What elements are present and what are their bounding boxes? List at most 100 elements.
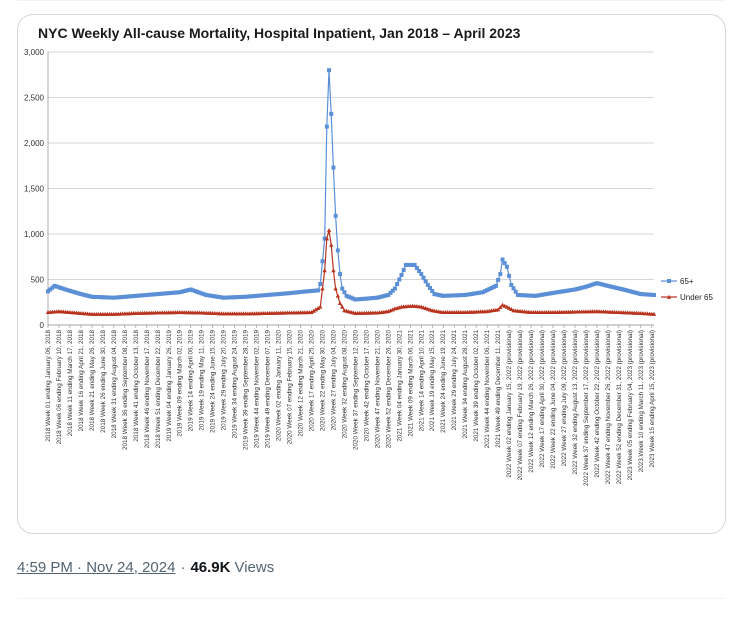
x-tick-label: 2018 Week 46 ending November 17, 2018 [144, 330, 151, 449]
data-point [302, 289, 307, 294]
data-point [311, 288, 316, 293]
data-point [245, 294, 250, 299]
data-point [250, 294, 255, 299]
data-point [572, 287, 577, 292]
data-point [652, 292, 656, 297]
data-point [384, 293, 389, 298]
data-point [305, 289, 310, 294]
data-point [465, 292, 470, 297]
data-point [138, 293, 143, 298]
data-point [625, 288, 630, 293]
data-point [597, 281, 602, 286]
data-point [544, 292, 549, 297]
tweet-timestamp-link[interactable]: 4:59 PM · Nov 24, 2024 [17, 558, 176, 576]
data-point [515, 292, 520, 297]
data-point [298, 290, 303, 295]
data-point [478, 290, 483, 295]
data-point [111, 295, 116, 300]
data-point [50, 285, 55, 290]
data-point [186, 288, 191, 293]
data-point [67, 288, 72, 293]
data-point [179, 289, 184, 294]
data-point [557, 289, 562, 294]
data-point [480, 290, 485, 295]
data-point [588, 283, 593, 288]
data-point [506, 305, 512, 310]
data-point [419, 272, 424, 277]
data-point [83, 293, 88, 298]
data-point [504, 264, 509, 269]
data-point [149, 292, 154, 297]
x-tick-label: 2022 Week 17 ending April 30, 2022 (prov… [539, 330, 546, 467]
x-tick-label: 2022 Week 22 ending June 04, 2022 (provi… [550, 330, 557, 469]
data-point [535, 293, 540, 298]
x-tick-label: 2020 Week 42 ending October 17, 2020 [363, 330, 370, 442]
data-point [421, 275, 426, 280]
x-tick-label: 2020 Week 02 ending January 11, 2020 [276, 330, 283, 442]
data-point [447, 293, 452, 298]
x-tick-label: 2021 Week 34 ending August 28, 2021 [462, 330, 469, 439]
data-point [546, 291, 551, 296]
x-tick-label: 2021 Week 39 ending October 02, 2021 [473, 330, 480, 442]
data-point [509, 282, 514, 287]
data-point [243, 294, 248, 299]
data-point [559, 289, 564, 294]
data-point [144, 292, 149, 297]
data-point [265, 292, 270, 297]
x-tick-label: 2022 Week 27 ending July 09, 2022 (provi… [561, 330, 568, 466]
data-point [344, 293, 349, 298]
data-point [85, 293, 90, 298]
data-point [228, 295, 233, 300]
data-point [166, 291, 171, 296]
data-point [412, 262, 417, 267]
x-tick-label: 2018 Week 06 ending February 10, 2018 [56, 330, 63, 445]
data-point [219, 295, 224, 300]
data-point [78, 292, 83, 297]
x-tick-label: 2021 Week 24 ending June 19, 2021 [440, 330, 447, 433]
x-tick-label: 2020 Week 52 ending December 26, 2020 [385, 330, 392, 449]
data-point [232, 295, 237, 300]
data-point [366, 296, 371, 301]
data-point [566, 288, 571, 293]
data-point [410, 262, 415, 267]
x-tick-label: 2020 Week 17 ending April 25, 2020 [308, 330, 315, 432]
data-point [463, 292, 468, 297]
data-point [337, 300, 343, 305]
chart-series [45, 68, 657, 316]
data-point [184, 288, 189, 293]
data-point [92, 294, 97, 299]
data-point [353, 297, 358, 302]
data-point [594, 281, 599, 286]
y-tick-label: 2,500 [24, 94, 45, 103]
x-tick-label: 2018 Week 31 ending August 04, 2018 [111, 330, 118, 439]
x-tick-label: 2022 Week 32 ending August 13, 2022 (pro… [572, 330, 579, 474]
x-tick-label: 2019 Week 19 ending May 11, 2019 [199, 330, 206, 431]
data-point [177, 290, 182, 295]
data-point [458, 293, 463, 298]
data-point [432, 292, 437, 297]
data-point [204, 292, 209, 297]
data-point [450, 293, 454, 298]
data-point [324, 236, 330, 241]
data-point [610, 284, 615, 289]
data-point [320, 286, 325, 291]
tweet-media-image[interactable]: NYC Weekly All-cause Mortality, Hospital… [17, 14, 726, 534]
data-point [526, 293, 531, 298]
data-point [524, 293, 529, 298]
data-point [577, 286, 582, 291]
data-point [531, 293, 536, 298]
top-divider [17, 0, 725, 1]
x-tick-label: 2019 Week 49 ending December 07, 2019 [265, 330, 272, 449]
data-point [105, 295, 110, 300]
bottom-divider [17, 598, 725, 599]
data-point [513, 289, 518, 294]
data-point [623, 288, 628, 293]
data-point [392, 286, 397, 291]
data-point [61, 286, 66, 291]
data-point [142, 293, 147, 298]
data-point [439, 293, 444, 298]
y-tick-label: 2,000 [24, 139, 45, 148]
data-point [190, 288, 195, 293]
data-point [375, 295, 380, 300]
x-tick-label: 2018 Week 01 ending January 06, 2018 [45, 330, 52, 442]
